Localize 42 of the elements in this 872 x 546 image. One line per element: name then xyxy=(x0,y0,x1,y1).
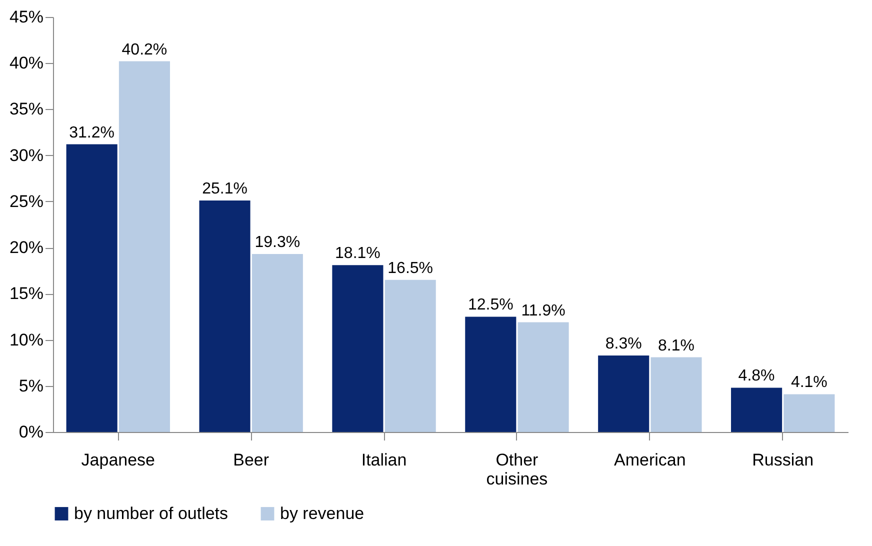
y-tick-label: 45% xyxy=(9,8,44,26)
legend-label: by revenue xyxy=(280,504,364,523)
data-label: 40.2% xyxy=(122,41,168,58)
bar xyxy=(465,316,516,432)
data-label: 19.3% xyxy=(254,234,300,252)
x-tick-label: Italian xyxy=(361,450,407,470)
x-tick-label: Beer xyxy=(233,450,270,470)
data-label: 25.1% xyxy=(202,180,248,198)
bar xyxy=(598,355,650,432)
data-label: 8.3% xyxy=(605,335,642,352)
y-tick-label: 10% xyxy=(9,330,44,350)
y-tick-label: 30% xyxy=(9,146,44,165)
y-tick-label: 15% xyxy=(9,284,44,304)
data-label: 11.9% xyxy=(521,302,566,320)
bar xyxy=(784,394,835,432)
y-tick-label: 25% xyxy=(9,192,44,211)
data-label: 4.1% xyxy=(790,374,828,392)
data-label: 8.1% xyxy=(658,337,694,354)
bar xyxy=(650,357,702,432)
y-tick-label: 35% xyxy=(9,100,44,119)
y-tick-label: 5% xyxy=(18,376,44,396)
data-label: 4.8% xyxy=(738,368,775,385)
bar xyxy=(332,265,384,432)
x-tick-label: Russian xyxy=(752,450,814,470)
bar xyxy=(384,280,436,432)
data-label: 31.2% xyxy=(69,124,115,142)
x-tick-label: Other cuisines xyxy=(486,450,548,488)
x-tick-label: American xyxy=(614,450,686,470)
data-label: 18.1% xyxy=(335,245,380,262)
y-tick-label: 40% xyxy=(9,54,44,73)
data-label: 16.5% xyxy=(388,260,434,277)
bar xyxy=(199,200,250,432)
bar xyxy=(731,388,782,432)
x-tick-label: Japanese xyxy=(81,450,156,470)
bar xyxy=(252,254,303,432)
bar xyxy=(518,322,569,432)
bar xyxy=(66,144,118,432)
data-label: 12.5% xyxy=(468,296,514,314)
bar xyxy=(118,61,170,432)
y-tick-label: 20% xyxy=(9,238,44,258)
y-tick-label: 0% xyxy=(18,422,44,442)
legend-label: by number of outlets xyxy=(74,504,228,523)
